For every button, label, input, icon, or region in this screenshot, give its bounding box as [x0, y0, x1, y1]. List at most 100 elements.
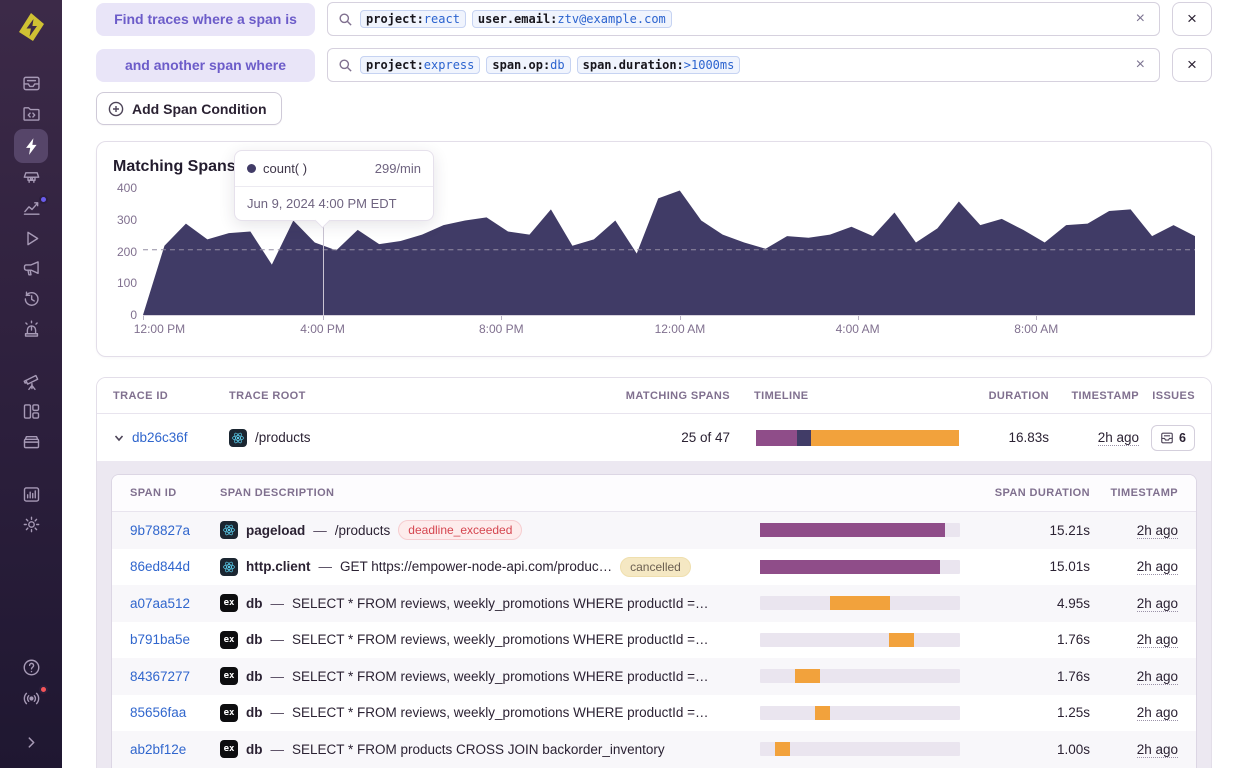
trace-issues-button[interactable]: 6	[1151, 424, 1195, 451]
search-input[interactable]: project: react user.email: ztv@example.com …	[327, 2, 1160, 36]
filter-token[interactable]: project: express	[360, 56, 481, 74]
sidebar-item-issues[interactable]	[14, 69, 48, 98]
chevron-down-icon[interactable]	[113, 432, 125, 444]
chart-plot-area[interactable]	[143, 180, 1195, 316]
sidebar-item-archive-box[interactable]	[14, 427, 48, 456]
sidebar-item-projects[interactable]	[14, 99, 48, 128]
span-id-link[interactable]: 85656faa	[130, 705, 187, 721]
sidebar-item-alerts-siren[interactable]	[14, 314, 48, 343]
span-duration-bar	[760, 669, 960, 684]
span-row[interactable]: b791ba5e ex db — SELECT * FROM reviews, …	[112, 621, 1196, 658]
filter-token[interactable]: user.email: ztv@example.com	[471, 10, 672, 28]
sidebar-item-explore-bolt[interactable]	[14, 129, 48, 163]
span-table: SPAN ID SPAN DESCRIPTION SPAN DURATION T…	[111, 474, 1197, 768]
span-description: SELECT * FROM reviews, weekly_promotions…	[292, 668, 709, 684]
span-row[interactable]: 85656faa ex db — SELECT * FROM reviews, …	[112, 694, 1196, 731]
trace-row[interactable]: db26c36f /products 25 of 47 16.83s 2h ag…	[97, 414, 1211, 461]
sentry-logo-icon[interactable]	[14, 10, 48, 44]
add-span-condition-button[interactable]: Add Span Condition	[96, 92, 282, 125]
timeline-segment	[756, 429, 798, 446]
query-row-2: and another span where project: express sp…	[96, 48, 1212, 82]
sidebar-item-releases-history[interactable]	[14, 284, 48, 313]
span-row[interactable]: 9b78827a pageload — /products deadline_e…	[112, 512, 1196, 549]
query-row-1: Find traces where a span is project: reac…	[96, 2, 1212, 36]
span-subtable-container: SPAN ID SPAN DESCRIPTION SPAN DURATION T…	[97, 461, 1211, 768]
delete-condition-button[interactable]: ×	[1172, 2, 1212, 36]
separator: —	[313, 522, 327, 538]
col-duration: DURATION	[988, 389, 1049, 402]
col-span-description: SPAN DESCRIPTION	[220, 487, 335, 499]
span-row[interactable]: a07aa512 ex db — SELECT * FROM reviews, …	[112, 585, 1196, 622]
span-duration-bar	[760, 705, 960, 720]
token-value: express	[423, 58, 475, 72]
span-duration: 1.76s	[1056, 668, 1090, 684]
sidebar-nav	[14, 68, 48, 540]
duration-bar-fill	[815, 705, 830, 720]
duration-bar-fill	[760, 559, 940, 574]
chart-crosshair	[322, 180, 324, 315]
span-timestamp: 2h ago	[1136, 668, 1178, 685]
sidebar-item-settings-gear[interactable]	[14, 510, 48, 539]
span-row[interactable]: ab2bf12e ex db — SELECT * FROM products …	[112, 731, 1196, 768]
span-id-link[interactable]: a07aa512	[130, 595, 191, 611]
query-row-label: Find traces where a span is	[96, 2, 315, 36]
span-id-link[interactable]: ab2bf12e	[130, 741, 187, 757]
span-id-link[interactable]: 84367277	[130, 668, 191, 684]
col-span-duration: SPAN DURATION	[994, 487, 1090, 499]
col-timestamp: TIMESTAMP	[1071, 389, 1139, 402]
sidebar-item-discover-telescope[interactable]	[14, 367, 48, 396]
x-axis-tickmark	[679, 316, 681, 320]
span-id-link[interactable]: b791ba5e	[130, 632, 191, 648]
status-badge: deadline_exceeded	[398, 520, 523, 541]
span-id-link[interactable]: 86ed844d	[130, 559, 191, 575]
search-icon	[338, 58, 353, 73]
sidebar-item-replays-play[interactable]	[14, 224, 48, 253]
plus-circle-icon	[108, 101, 124, 116]
span-id-link[interactable]: 9b78827a	[130, 522, 191, 538]
y-axis-tick: 200	[116, 244, 137, 259]
token-value: db	[550, 58, 565, 72]
span-row[interactable]: 86ed844d http.client — GET https://empow…	[112, 548, 1196, 585]
sidebar-item-help-circle[interactable]	[14, 653, 48, 682]
trace-id-link[interactable]: db26c36f	[132, 430, 188, 445]
span-op: http.client	[246, 559, 311, 575]
col-issues: ISSUES	[1152, 389, 1195, 402]
sidebar-item-feedback-megaphone[interactable]	[14, 254, 48, 283]
filter-token[interactable]: span.duration: >1000ms	[576, 56, 741, 74]
y-axis-tick: 0	[130, 308, 137, 322]
span-timestamp: 2h ago	[1136, 632, 1178, 649]
separator: —	[270, 705, 285, 721]
sidebar-item-performance-graph[interactable]	[14, 194, 48, 223]
sidebar-item-broadcast[interactable]	[14, 684, 48, 713]
tooltip-series-label: count( )	[263, 161, 308, 176]
sidebar-item-boards-layout[interactable]	[14, 397, 48, 426]
x-axis-tick: 8:00 AM	[1014, 322, 1059, 336]
sidebar-collapse-button[interactable]	[14, 728, 48, 757]
notification-dot	[39, 685, 48, 694]
sidebar-item-insights-projector[interactable]	[14, 164, 48, 193]
timeline-segment	[811, 429, 959, 446]
span-row[interactable]: 84367277 ex db — SELECT * FROM reviews, …	[112, 658, 1196, 695]
series-dot-icon	[247, 164, 256, 173]
delete-condition-button[interactable]: ×	[1172, 48, 1212, 82]
span-duration-bar	[760, 596, 960, 611]
clear-search-icon[interactable]: ×	[1135, 56, 1145, 73]
span-description: SELECT * FROM products CROSS JOIN backor…	[292, 741, 665, 757]
search-input[interactable]: project: express span.op: db span.duration: >…	[327, 48, 1160, 82]
add-span-condition-label: Add Span Condition	[132, 100, 267, 117]
clear-search-icon[interactable]: ×	[1135, 10, 1145, 27]
span-duration-bar	[760, 523, 960, 538]
trace-issues-count: 6	[1179, 430, 1186, 445]
sidebar-item-dashboards-chart[interactable]	[14, 480, 48, 509]
filter-token[interactable]: project: react	[360, 10, 466, 28]
matching-spans-chart-panel: Matching Spans 0 100 200 300 400 12:00 PM 4:0…	[96, 141, 1212, 357]
y-axis-tick: 300	[116, 212, 137, 227]
span-description: GET https://empower-node-api.com/produc…	[340, 559, 613, 575]
query-row-label: and another span where	[96, 48, 315, 82]
x-axis-tickmark	[143, 316, 144, 320]
search-token-list: project: express span.op: db span.duration: >…	[360, 56, 741, 74]
col-matching-spans: MATCHING SPANS	[625, 389, 730, 402]
x-axis-tickmark	[322, 316, 324, 320]
filter-token[interactable]: span.op: db	[486, 56, 571, 74]
x-axis-tick: 12:00 AM	[654, 322, 706, 336]
